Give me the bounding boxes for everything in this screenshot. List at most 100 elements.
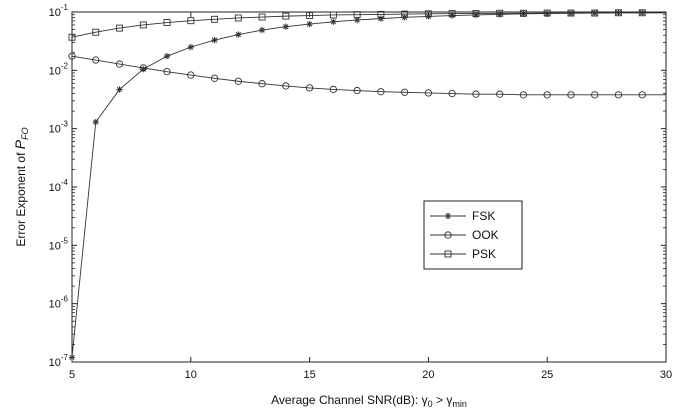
marker-stroke — [164, 53, 170, 59]
data-point-fsk — [211, 36, 218, 44]
y-tick-label: 10-3 — [49, 120, 69, 136]
data-point-psk — [282, 12, 290, 20]
x-axis-label-gammamin-sub: min — [452, 399, 467, 409]
x-axis-label-main: Average Channel SNR(dB): — [271, 393, 422, 407]
y-tick-label: 10-5 — [49, 236, 69, 252]
data-point-ook — [424, 89, 433, 97]
data-point-psk — [187, 17, 195, 25]
data-point-psk — [139, 21, 147, 29]
y-tick-exponent: -5 — [61, 236, 69, 245]
x-axis-label-gt: > — [433, 393, 447, 407]
data-point-ook — [68, 52, 76, 60]
data-point-psk — [519, 9, 527, 17]
marker-stroke — [116, 86, 123, 93]
data-point-psk — [377, 10, 385, 18]
data-point-ook — [567, 91, 575, 99]
data-point-psk — [615, 9, 622, 17]
data-point-psk — [68, 33, 76, 41]
y-tick-label: 10-6 — [49, 295, 69, 311]
data-point-ook — [448, 89, 456, 98]
y-tick-base: 10 — [49, 299, 61, 311]
y-tick-base: 10 — [49, 357, 61, 369]
legend-item-psk: PSK — [430, 247, 496, 261]
marker-stroke — [188, 44, 194, 50]
y-tick-exponent: -2 — [61, 61, 69, 70]
data-point-ook — [163, 67, 171, 76]
legend-label-psk: PSK — [472, 247, 496, 261]
data-point-ook — [329, 85, 338, 94]
data-point-fsk — [68, 354, 76, 361]
y-tick-exponent: -1 — [61, 3, 69, 12]
data-point-fsk — [472, 11, 480, 19]
data-point-fsk — [306, 20, 313, 28]
y-tick-label: 10-2 — [49, 61, 69, 77]
data-point-fsk — [377, 15, 385, 22]
y-tick-base: 10 — [49, 240, 61, 252]
y-tick-exponent: -3 — [61, 120, 69, 129]
y-tick-label: 10-7 — [49, 353, 69, 369]
y-axis-label-subscript: FO — [20, 127, 30, 140]
y-axis-label: Error Exponent of PFO — [12, 127, 30, 246]
legend-label-fsk: FSK — [472, 209, 495, 223]
legend-label-ook: OOK — [472, 228, 499, 242]
marker-stroke — [211, 37, 218, 43]
x-tick-label: 25 — [541, 369, 553, 381]
marker-stroke — [259, 27, 265, 33]
data-point-psk — [211, 15, 219, 23]
data-point-ook — [305, 84, 314, 92]
data-point-ook — [187, 71, 195, 79]
data-point-psk — [353, 11, 361, 19]
data-point-ook — [115, 60, 124, 68]
marker-stroke — [69, 354, 75, 361]
data-point-ook — [519, 91, 528, 99]
y-axis-label-main: Error Exponent of — [14, 149, 28, 246]
data-point-ook — [496, 90, 504, 98]
x-axis-label-gammamin: γ — [446, 393, 452, 407]
marker-stroke — [235, 31, 241, 38]
data-point-psk — [543, 9, 551, 17]
plot-area — [71, 11, 667, 363]
data-point-psk — [329, 11, 337, 19]
x-tick-label: 10 — [185, 369, 197, 381]
legend-marker-ook — [444, 231, 452, 239]
y-tick-base: 10 — [49, 182, 61, 194]
data-point-psk — [163, 19, 171, 26]
data-point-ook — [377, 88, 385, 96]
data-point-psk — [234, 14, 242, 22]
data-point-ook — [543, 91, 551, 99]
data-point-fsk — [258, 26, 266, 34]
x-tick-label: 5 — [69, 369, 75, 381]
marker-stroke — [93, 119, 99, 125]
series-line-ook — [71, 55, 666, 96]
y-tick-base: 10 — [49, 7, 61, 19]
y-tick-base: 10 — [49, 65, 61, 77]
legend-marker-fsk — [444, 212, 452, 220]
marker-stroke — [520, 11, 527, 17]
data-point-ook — [258, 80, 266, 88]
data-point-psk — [401, 10, 409, 18]
data-point-psk — [92, 28, 100, 36]
marker-stroke — [283, 24, 289, 30]
data-point-fsk — [282, 23, 290, 30]
data-point-ook — [92, 56, 100, 64]
y-tick-base: 10 — [49, 124, 61, 136]
data-point-ook — [614, 91, 623, 99]
marker-stroke — [306, 21, 313, 27]
data-point-fsk — [163, 52, 171, 60]
x-tick-label: 20 — [422, 369, 434, 381]
data-point-fsk — [116, 86, 123, 93]
data-point-psk — [591, 9, 599, 17]
data-point-fsk — [187, 43, 194, 51]
x-tick-label: 15 — [303, 369, 315, 381]
data-point-ook — [400, 88, 409, 96]
series-layer — [68, 9, 666, 361]
data-point-psk — [306, 12, 314, 19]
data-point-psk — [424, 10, 432, 18]
legend-item-ook: OOK — [430, 228, 499, 242]
y-tick-exponent: -7 — [61, 353, 69, 362]
data-point-psk — [567, 9, 575, 17]
legend-entries: FSK OOK PSK — [430, 209, 499, 261]
data-point-ook — [472, 90, 480, 98]
y-axis-label-symbol: P — [12, 139, 28, 149]
